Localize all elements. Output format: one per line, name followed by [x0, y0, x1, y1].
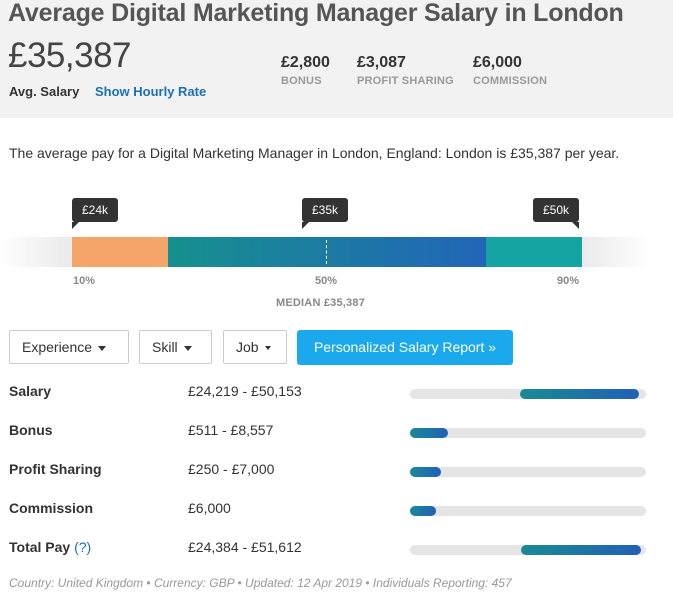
- row-label: Profit Sharing: [9, 461, 102, 477]
- data-footer: Country: United Kingdom • Currency: GBP …: [9, 576, 512, 590]
- row-range-track: [410, 428, 646, 438]
- row-value: £250 - £7,000: [188, 461, 275, 477]
- row-label: Salary: [9, 383, 52, 399]
- row-range-fill: [519, 389, 639, 399]
- row-range-fill: [520, 545, 642, 555]
- median-marker-line: [326, 240, 327, 264]
- commission-stat: £6,000 COMMISSION: [473, 54, 547, 87]
- caret-down-icon: [98, 345, 107, 351]
- low-salary-bubble: £24k: [72, 198, 119, 229]
- bonus-row: Bonus £511 - £8,557: [0, 422, 673, 446]
- job-dropdown-label: Job: [236, 339, 259, 355]
- profit-sharing-stat: £3,087 PROFIT SHARING: [357, 54, 454, 87]
- page-title: Average Digital Marketing Manager Salary…: [8, 0, 624, 27]
- row-range-track: [410, 545, 646, 555]
- bonus-stat: £2,800 BONUS: [281, 54, 330, 87]
- median-salary-label: MEDIAN £35,387: [276, 297, 366, 309]
- commission-stat-value: £6,000: [473, 54, 522, 71]
- row-range-track: [410, 506, 646, 516]
- summary-header: Average Digital Marketing Manager Salary…: [0, 0, 673, 118]
- percentile-90-label: 90%: [557, 275, 580, 287]
- experience-dropdown-label: Experience: [22, 339, 93, 355]
- row-range-fill: [410, 467, 441, 477]
- total-pay-help-link[interactable]: (?): [74, 539, 92, 555]
- caret-down-icon: [264, 346, 271, 351]
- show-hourly-rate-link[interactable]: Show Hourly Rate: [95, 84, 207, 99]
- job-dropdown[interactable]: Job: [223, 330, 287, 364]
- skill-dropdown[interactable]: Skill: [139, 330, 212, 364]
- total-pay-label: Total Pay: [9, 539, 71, 555]
- row-range-track: [410, 389, 646, 399]
- percentile-50-label: 50%: [315, 275, 338, 287]
- range-high-segment: [486, 237, 582, 267]
- personalized-salary-report-button[interactable]: Personalized Salary Report »: [297, 330, 513, 365]
- range-mid-segment: [168, 237, 486, 267]
- row-value: £24,219 - £50,153: [188, 383, 302, 399]
- row-label: Commission: [9, 500, 94, 516]
- profit-sharing-row: Profit Sharing £250 - £7,000: [0, 461, 673, 485]
- median-salary-bubble: £35k: [302, 198, 349, 229]
- bonus-stat-label: BONUS: [281, 75, 322, 87]
- row-value: £6,000: [188, 500, 231, 516]
- commission-stat-label: COMMISSION: [473, 75, 548, 87]
- row-label: Bonus: [9, 422, 53, 438]
- high-salary-bubble: £50k: [533, 198, 580, 229]
- profit-sharing-stat-label: PROFIT SHARING: [357, 75, 454, 87]
- row-range-track: [410, 467, 646, 477]
- bonus-stat-value: £2,800: [281, 54, 330, 71]
- skill-dropdown-label: Skill: [152, 339, 178, 355]
- row-range-fill: [410, 506, 436, 516]
- commission-row: Commission £6,000: [0, 500, 673, 524]
- salary-description: The average pay for a Digital Marketing …: [9, 145, 620, 161]
- percentile-10-label: 10%: [73, 275, 96, 287]
- average-salary-label: Avg. Salary: [9, 84, 80, 99]
- row-range-fill: [410, 428, 448, 438]
- row-value: £511 - £8,557: [188, 422, 274, 438]
- experience-dropdown[interactable]: Experience: [9, 330, 129, 364]
- total-pay-row: Total Pay (?) £24,384 - £51,612: [0, 539, 673, 563]
- salary-row: Salary £24,219 - £50,153: [0, 383, 673, 407]
- range-low-segment: [72, 237, 168, 267]
- profit-sharing-stat-value: £3,087: [357, 54, 406, 71]
- caret-down-icon: [183, 345, 192, 351]
- row-label: Total Pay (?): [9, 539, 91, 555]
- average-salary-value: £35,387: [8, 36, 132, 75]
- row-value: £24,384 - £51,612: [188, 539, 302, 555]
